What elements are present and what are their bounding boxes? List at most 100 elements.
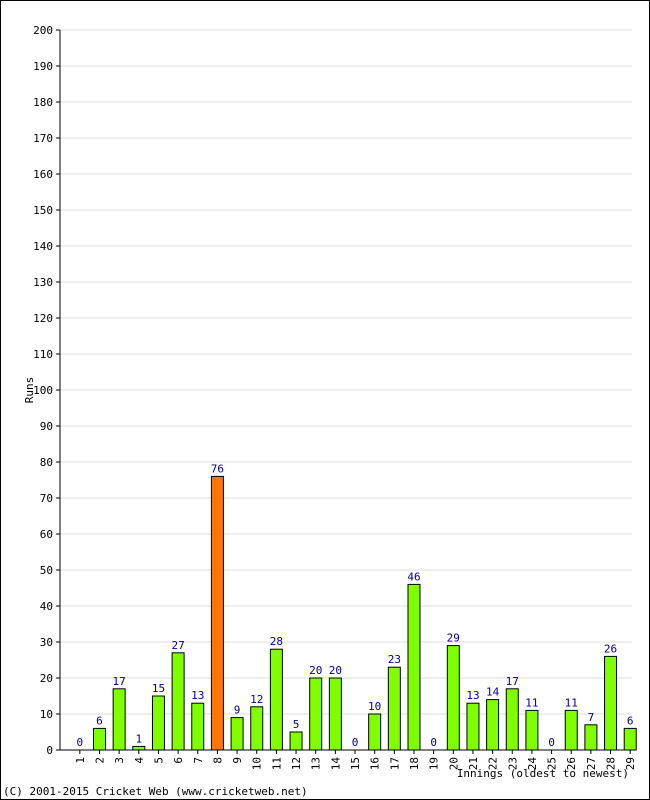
bar-value-label: 13 — [191, 689, 204, 702]
x-tick-label: 13 — [310, 757, 323, 770]
x-tick-label: 21 — [467, 757, 480, 770]
bar — [250, 706, 264, 751]
x-tick-label: 17 — [388, 757, 401, 770]
bar-value-label: 28 — [270, 635, 283, 648]
bar — [151, 695, 165, 751]
y-tick-label: 180 — [33, 96, 53, 109]
bar-value-label: 9 — [234, 704, 241, 717]
y-tick-label: 160 — [33, 168, 53, 181]
bar — [269, 648, 283, 751]
y-tick-label: 80 — [40, 456, 53, 469]
y-tick-label: 110 — [33, 348, 53, 361]
x-tick-label: 19 — [428, 757, 441, 770]
bar-value-label: 6 — [627, 714, 634, 727]
y-tick-label: 40 — [40, 600, 53, 613]
bar-value-label: 12 — [250, 693, 263, 706]
bar — [112, 688, 126, 751]
copyright-footer: (C) 2001-2015 Cricket Web (www.cricketwe… — [3, 785, 308, 798]
x-tick-label: 28 — [605, 757, 618, 770]
x-tick-label: 22 — [487, 757, 500, 770]
y-tick-label: 20 — [40, 672, 53, 685]
bar-value-label: 0 — [548, 736, 555, 749]
x-tick-label: 15 — [349, 757, 362, 770]
bar-value-label: 26 — [604, 642, 617, 655]
x-tick-label: 18 — [408, 757, 421, 770]
x-tick-label: 16 — [369, 757, 382, 770]
bar — [505, 688, 519, 751]
x-tick-label: 14 — [329, 757, 342, 771]
bar-value-label: 20 — [309, 664, 322, 677]
bar — [368, 713, 382, 751]
bar-value-label: 11 — [525, 696, 538, 709]
x-tick-label: 5 — [152, 757, 165, 764]
x-tick-label: 23 — [506, 757, 519, 770]
bar-value-label: 46 — [407, 570, 420, 583]
x-tick-label: 3 — [113, 757, 126, 764]
bar-value-label: 1 — [135, 732, 142, 745]
y-axis-title: Runs — [23, 377, 36, 404]
bar-value-label: 11 — [565, 696, 578, 709]
bar — [210, 475, 224, 751]
y-tick-label: 170 — [33, 132, 53, 145]
y-tick-label: 0 — [46, 744, 53, 757]
bar-value-label: 0 — [352, 736, 359, 749]
x-tick-label: 6 — [172, 757, 185, 764]
bar — [604, 655, 618, 751]
bar — [486, 699, 500, 751]
bar-value-label: 20 — [329, 664, 342, 677]
bar — [387, 666, 401, 751]
bar-value-label: 0 — [77, 736, 84, 749]
bar — [289, 731, 303, 751]
x-tick-label: 25 — [546, 757, 559, 770]
bar — [446, 645, 460, 751]
y-tick-label: 30 — [40, 636, 53, 649]
x-tick-label: 20 — [447, 757, 460, 770]
bar — [466, 702, 480, 751]
y-tick-label: 200 — [33, 24, 53, 37]
bar — [132, 745, 146, 751]
x-tick-label: 29 — [624, 757, 637, 770]
x-axis-title: Innings (oldest to newest) — [457, 767, 629, 780]
bar-value-label: 7 — [588, 711, 595, 724]
bar — [92, 727, 106, 751]
bar-value-label: 29 — [447, 632, 460, 645]
bar-value-label: 27 — [171, 639, 184, 652]
y-tick-label: 140 — [33, 240, 53, 253]
x-tick-label: 7 — [192, 757, 205, 764]
y-tick-label: 120 — [33, 312, 53, 325]
bar-value-label: 10 — [368, 700, 381, 713]
y-tick-label: 150 — [33, 204, 53, 217]
x-tick-label: 8 — [211, 757, 224, 764]
y-tick-label: 60 — [40, 528, 53, 541]
y-tick-label: 70 — [40, 492, 53, 505]
bar — [525, 709, 539, 751]
bar-value-label: 23 — [388, 653, 401, 666]
x-tick-label: 9 — [231, 757, 244, 764]
bar-value-label: 17 — [113, 675, 126, 688]
y-tick-label: 50 — [40, 564, 53, 577]
bar — [328, 677, 342, 751]
bar-value-label: 0 — [430, 736, 437, 749]
y-tick-label: 190 — [33, 60, 53, 73]
bar-value-label: 6 — [96, 714, 103, 727]
x-tick-label: 1 — [74, 757, 87, 764]
bar — [171, 652, 185, 751]
bar-value-label: 14 — [486, 686, 500, 699]
y-tick-label: 100 — [33, 384, 53, 397]
bar-value-label: 17 — [506, 675, 519, 688]
bar — [623, 727, 637, 751]
bar-value-label: 15 — [152, 682, 165, 695]
bar-value-label: 13 — [466, 689, 479, 702]
y-tick-label: 90 — [40, 420, 53, 433]
bar-value-label: 5 — [293, 718, 300, 731]
bar — [584, 724, 598, 751]
x-tick-label: 4 — [133, 757, 146, 764]
x-tick-label: 2 — [93, 757, 106, 764]
x-tick-label: 24 — [526, 757, 539, 771]
x-tick-label: 26 — [565, 757, 578, 770]
bar — [309, 677, 323, 751]
x-tick-label: 27 — [585, 757, 598, 770]
x-tick-label: 11 — [270, 757, 283, 770]
